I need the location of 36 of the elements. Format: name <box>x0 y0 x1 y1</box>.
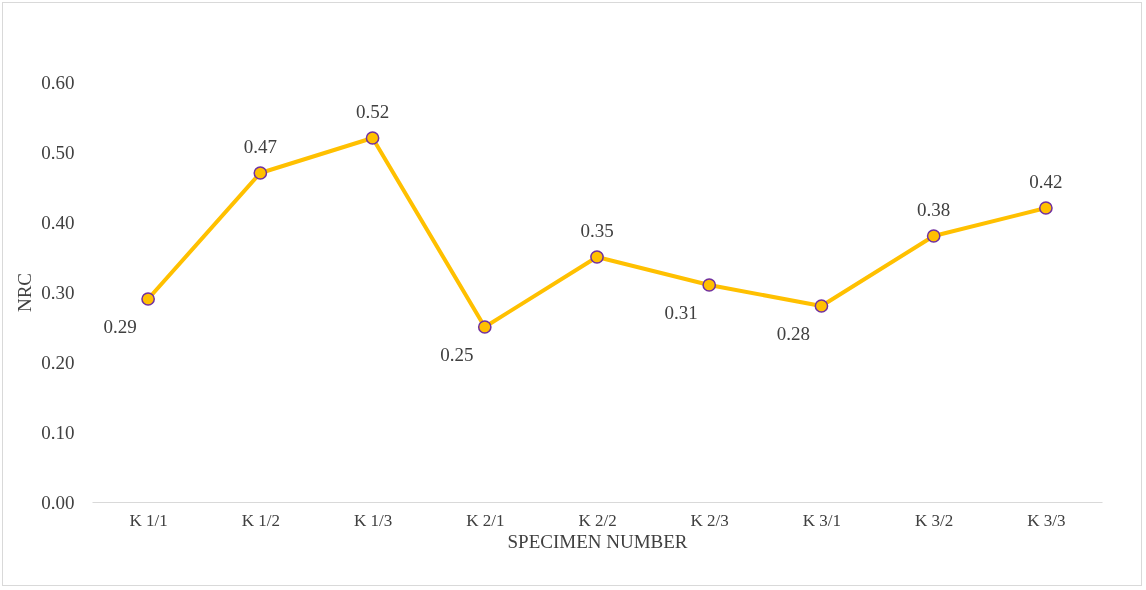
data-label: 0.52 <box>355 101 390 122</box>
y-tick-label: 0.40 <box>41 211 75 233</box>
point <box>590 250 604 264</box>
data-label: 0.38 <box>917 199 951 220</box>
y-tick-label: 0.10 <box>41 421 75 443</box>
point <box>141 292 155 306</box>
x-tick-label: K 3/2 <box>915 510 954 530</box>
x-tick-label: K 3/1 <box>802 510 842 530</box>
y-tick-label: 0.60 <box>41 71 75 93</box>
point <box>814 299 829 313</box>
x-tick-label: K 1/2 <box>241 510 280 530</box>
point <box>1039 201 1053 215</box>
x-tick-label: K 1/3 <box>353 510 393 530</box>
data-label: 0.31 <box>664 302 698 323</box>
y-tick-label: 0.30 <box>41 281 75 303</box>
data-label: 0.25 <box>440 344 474 365</box>
point <box>365 131 380 145</box>
point <box>702 278 717 292</box>
point <box>926 229 941 243</box>
point <box>477 320 492 334</box>
x-tick-label: K 2/1 <box>466 510 505 530</box>
data-label: 0.42 <box>1029 171 1063 192</box>
point <box>253 166 268 180</box>
x-axis-title: SPECIMEN NUMBER <box>507 530 688 552</box>
y-tick-label: 0.00 <box>41 491 75 513</box>
data-label: 0.28 <box>776 323 811 344</box>
data-label: 0.35 <box>580 220 614 241</box>
x-tick-label: K 3/3 <box>1027 510 1066 530</box>
data-label: 0.47 <box>243 136 277 157</box>
x-tick-label: K 2/3 <box>690 510 729 530</box>
data-label: 0.29 <box>103 316 137 337</box>
x-tick-label: K 2/2 <box>578 510 617 530</box>
y-tick-label: 0.20 <box>41 351 75 373</box>
y-tick-label: 0.50 <box>41 141 75 163</box>
x-tick-label: K 1/1 <box>129 510 168 530</box>
y-axis-title: NRC <box>14 272 36 313</box>
